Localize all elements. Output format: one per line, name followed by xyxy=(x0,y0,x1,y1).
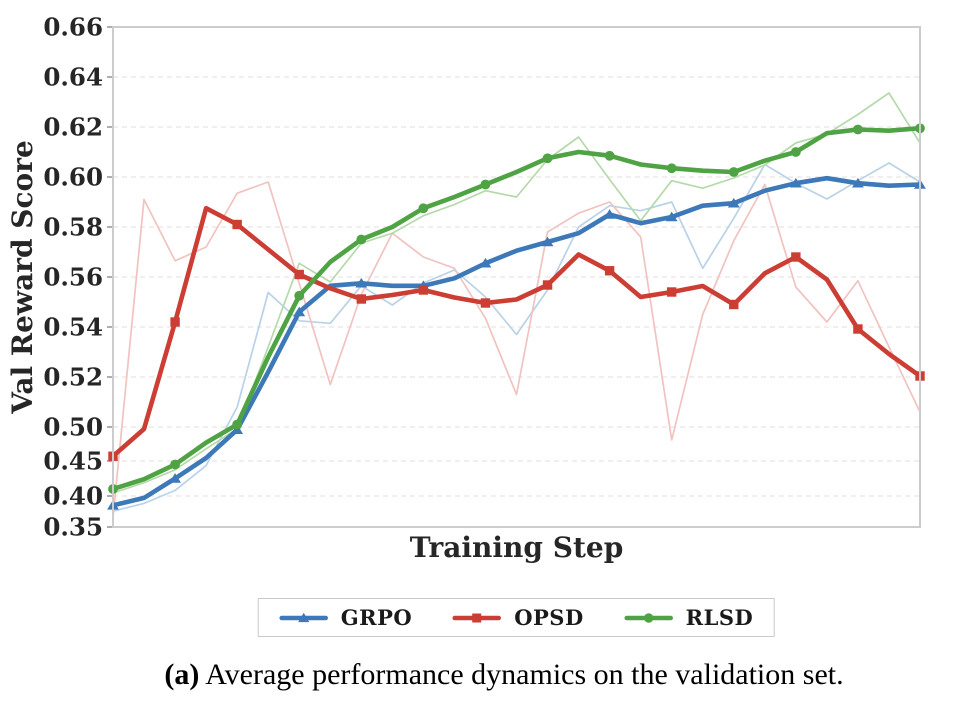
grpo-smoothed-line xyxy=(110,175,923,508)
rlsd-marker xyxy=(853,124,863,135)
y-tick-label: 0.40 xyxy=(43,482,103,511)
legend-item-rlsd: RLSD xyxy=(624,605,754,630)
y-tick-label: 0.62 xyxy=(43,113,103,142)
rlsd-marker xyxy=(232,419,243,430)
grpo-marker xyxy=(169,473,181,483)
opsd-line-swatch xyxy=(452,613,502,622)
legend: GRPO OPSD RLSD xyxy=(257,598,775,637)
caption: (a) Average performance dynamics on the … xyxy=(164,658,843,692)
caption-label: (a) xyxy=(164,658,200,691)
rlsd-marker xyxy=(480,179,491,190)
rlsd-marker xyxy=(666,163,677,174)
grpo-marker xyxy=(727,197,740,208)
line-chart: 0.66 0.64 0.62 0.60 0.58 0.56 0.54 0.52 0.50 0.45… xyxy=(6,13,926,564)
opsd-marker xyxy=(480,298,491,308)
opsd-marker xyxy=(418,285,429,295)
legend-marker xyxy=(472,613,482,622)
opsd-marker xyxy=(170,317,180,327)
plot-border xyxy=(112,26,921,528)
y-tick-label: 0.45 xyxy=(43,447,103,476)
y-tick-label: 0.60 xyxy=(43,163,103,192)
opsd-raw-line xyxy=(112,181,921,519)
opsd-marker xyxy=(232,219,242,230)
y-tick-label: 0.66 xyxy=(43,13,103,42)
y-tick-label: 0.54 xyxy=(43,313,103,342)
grpo-marker xyxy=(603,209,616,219)
y-axis-title: Val Reward Score xyxy=(6,140,39,415)
legend-marker xyxy=(298,612,310,622)
y-tick-label: 0.56 xyxy=(43,263,103,292)
rlsd-smoothed-line xyxy=(110,125,923,492)
rlsd-marker xyxy=(170,459,180,470)
opsd-marker xyxy=(791,252,801,262)
legend-item-opsd: OPSD xyxy=(452,605,583,630)
caption-text: Average performance dynamics on the vali… xyxy=(199,658,844,691)
legend-label-rlsd: RLSD xyxy=(685,605,754,630)
rlsd-marker xyxy=(294,290,305,301)
opsd-marker xyxy=(294,269,304,280)
opsd-marker xyxy=(666,287,677,297)
y-tick-label: 0.58 xyxy=(43,213,103,242)
grpo-marker xyxy=(541,236,554,247)
legend-label-opsd: OPSD xyxy=(514,605,584,630)
rlsd-marker xyxy=(356,234,367,245)
opsd-marker xyxy=(542,280,553,290)
y-tick-label: 0.64 xyxy=(43,63,103,92)
x-axis-title: Training Step xyxy=(410,531,624,564)
legend-marker xyxy=(643,612,654,623)
grpo-marker xyxy=(852,177,864,188)
opsd-marker xyxy=(853,324,863,334)
opsd-marker xyxy=(604,266,615,276)
rlsd-marker xyxy=(542,153,553,164)
legend-label-grpo: GRPO xyxy=(340,605,413,630)
opsd-smoothed-line xyxy=(110,205,923,459)
rlsd-marker xyxy=(418,203,429,214)
grpo-line-swatch xyxy=(279,612,328,622)
rlsd-line-swatch xyxy=(624,612,673,623)
rlsd-marker xyxy=(790,147,801,157)
grpo-marker xyxy=(479,257,492,268)
grpo-marker xyxy=(665,211,678,222)
legend-item-grpo: GRPO xyxy=(279,605,412,630)
grpo-raw-line xyxy=(112,162,921,513)
rlsd-marker xyxy=(728,167,739,177)
y-tick-label: 0.52 xyxy=(43,363,103,392)
opsd-marker xyxy=(356,294,367,304)
y-tick-label: 0.50 xyxy=(43,413,103,442)
y-tick-label: 0.35 xyxy=(43,513,103,542)
grpo-marker xyxy=(293,306,306,317)
rlsd-marker xyxy=(604,150,615,161)
grpo-marker xyxy=(355,277,368,288)
opsd-marker xyxy=(729,299,739,310)
grpo-marker xyxy=(789,177,802,188)
